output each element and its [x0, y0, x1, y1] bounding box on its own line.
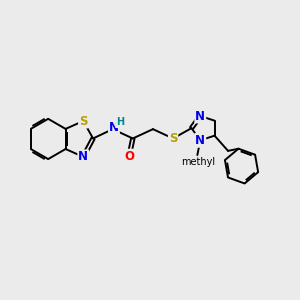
Text: methyl: methyl — [0, 299, 1, 300]
Text: N: N — [195, 110, 205, 122]
Text: O: O — [124, 150, 134, 163]
Text: S: S — [79, 115, 88, 128]
Text: H: H — [116, 117, 124, 127]
Text: N: N — [195, 134, 205, 147]
Text: S: S — [169, 132, 177, 145]
Text: N: N — [78, 150, 88, 164]
Text: methyl: methyl — [0, 299, 1, 300]
Text: methyl: methyl — [181, 157, 215, 167]
Text: methyl: methyl — [0, 299, 1, 300]
Text: N: N — [109, 122, 119, 134]
